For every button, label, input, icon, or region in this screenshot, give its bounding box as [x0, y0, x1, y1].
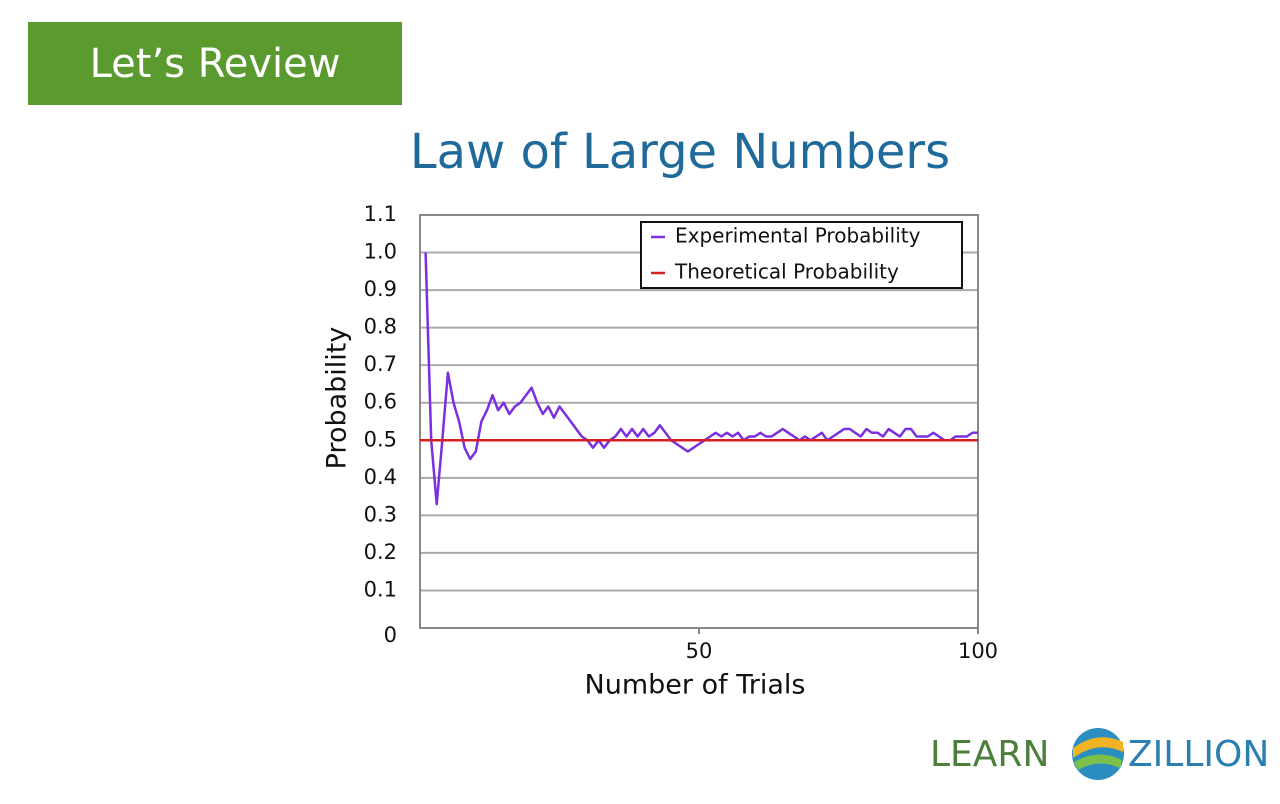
y-tick-label: 0.4 [364, 465, 397, 489]
logo-left: LEARN [930, 734, 1049, 775]
y-tick-label: 0.1 [364, 577, 397, 601]
plot-frame [419, 214, 979, 629]
logo-icon [1072, 728, 1124, 780]
y-tick-label: 0.8 [364, 315, 397, 339]
badge-bg [28, 22, 402, 105]
logo-right: ZILLION [1128, 734, 1269, 775]
legend-box [640, 221, 963, 289]
series-line [424, 252, 978, 506]
y-tick-label: 0 [384, 623, 397, 647]
y-axis-label: Probability [322, 327, 353, 470]
x-axis-label: Number of Trials [585, 670, 806, 701]
y-tick-label: 0.2 [364, 540, 397, 564]
chart-title: Law of Large Numbers [410, 124, 950, 180]
y-tick-label: 0.6 [364, 390, 397, 414]
y-tick-label: 1.1 [364, 202, 397, 226]
legend-label: Theoretical Probability [674, 260, 899, 284]
logo-stripe [1074, 754, 1122, 770]
y-tick-label: 0.5 [364, 427, 397, 451]
x-tick-label: 100 [958, 639, 998, 663]
logo: LEARN ZILLION [930, 728, 1269, 780]
badge: Let’s Review [90, 41, 341, 87]
logo-stripe [1073, 737, 1123, 758]
y-tick-label: 0.9 [364, 277, 397, 301]
y-tick-label: 1.0 [364, 240, 397, 264]
y-tick-label: 0.3 [364, 502, 397, 526]
x-tick-label: 50 [686, 639, 713, 663]
y-tick-label: 0.7 [364, 352, 397, 376]
legend-label: Experimental Probability [675, 224, 921, 248]
